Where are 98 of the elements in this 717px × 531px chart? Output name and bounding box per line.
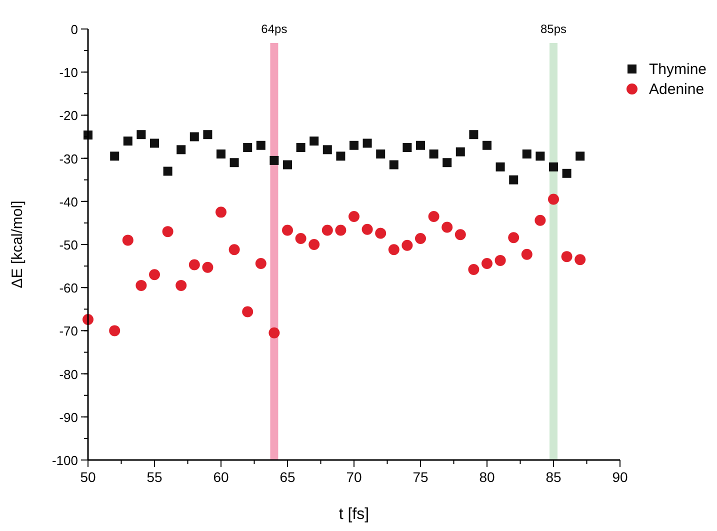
point	[216, 149, 226, 158]
point	[416, 140, 425, 150]
point	[308, 239, 320, 250]
point	[176, 280, 187, 291]
point	[508, 232, 520, 244]
point	[242, 306, 254, 318]
point	[442, 158, 452, 168]
point	[376, 149, 386, 158]
point	[335, 224, 346, 236]
point	[389, 160, 398, 170]
point	[216, 206, 226, 218]
point	[454, 229, 466, 240]
point	[109, 325, 120, 336]
x-axis-title: t [fs]	[338, 506, 370, 523]
point	[429, 149, 438, 158]
x-tick-label: 55	[146, 469, 162, 485]
point	[402, 143, 412, 152]
point	[534, 214, 546, 226]
point	[442, 222, 453, 233]
point	[256, 140, 266, 150]
point	[482, 258, 492, 269]
point	[468, 264, 480, 275]
point	[310, 136, 319, 146]
point	[402, 240, 413, 251]
y-tick-label: -30	[59, 151, 78, 166]
point	[123, 136, 132, 146]
y-tick-label: -70	[59, 324, 78, 339]
x-tick-label: 60	[213, 469, 229, 485]
point	[509, 175, 518, 184]
point	[136, 280, 147, 291]
point	[162, 226, 174, 238]
point	[322, 145, 332, 154]
point	[494, 254, 506, 266]
point	[243, 143, 252, 152]
x-tick-label: 90	[612, 469, 628, 485]
point	[295, 232, 306, 244]
point	[283, 160, 292, 170]
point	[549, 162, 558, 172]
y-tick-label: -90	[59, 410, 78, 425]
point	[415, 232, 426, 244]
x-tick-label: 50	[80, 469, 96, 485]
x-tick-label: 85	[546, 469, 562, 485]
point	[562, 168, 572, 178]
band-label: 85ps	[540, 22, 567, 36]
legend-label: Thymine	[649, 61, 707, 78]
point	[136, 130, 146, 140]
point	[282, 224, 293, 236]
y-tick-label: 0	[70, 22, 78, 37]
point	[163, 166, 172, 176]
point	[230, 158, 239, 168]
point	[296, 143, 306, 152]
point	[561, 251, 572, 262]
legend-label: Adenine	[649, 81, 704, 98]
x-tick-label: 75	[412, 469, 428, 485]
point	[428, 210, 440, 222]
point	[469, 130, 478, 140]
point	[149, 269, 160, 280]
y-tick-label: -100	[52, 453, 78, 468]
point	[190, 132, 199, 142]
point	[362, 138, 372, 148]
point	[255, 258, 266, 269]
point	[322, 224, 333, 236]
x-tick-label: 80	[479, 469, 495, 485]
band-label: 64ps	[261, 22, 288, 36]
point	[482, 140, 492, 150]
point	[348, 210, 360, 222]
point	[202, 262, 214, 273]
point	[521, 248, 532, 260]
point	[548, 194, 559, 205]
y-tick-label: -10	[59, 65, 78, 80]
point	[375, 228, 386, 239]
y-axis-title: ΔE [kcal/mol]	[9, 200, 26, 288]
point	[336, 152, 346, 161]
point	[228, 244, 240, 256]
point	[522, 149, 532, 158]
point	[350, 140, 358, 150]
point	[122, 234, 134, 246]
point	[574, 254, 586, 266]
point	[188, 259, 200, 270]
point	[203, 130, 212, 140]
point	[150, 138, 159, 148]
y-tick-label: -50	[59, 238, 78, 252]
point	[388, 244, 400, 256]
x-tick-label: 65	[280, 469, 296, 485]
point	[176, 145, 186, 154]
point	[110, 152, 120, 161]
point	[496, 162, 505, 172]
point	[576, 152, 585, 161]
point	[456, 147, 465, 156]
point	[536, 152, 545, 161]
y-tick-label: -60	[59, 280, 78, 296]
y-tick-label: -20	[59, 108, 78, 124]
point	[362, 224, 373, 235]
y-tick-label: -40	[59, 194, 78, 210]
point	[268, 327, 280, 338]
point	[270, 156, 279, 165]
x-tick-label: 70	[346, 469, 362, 485]
y-tick-label: -80	[59, 366, 78, 382]
